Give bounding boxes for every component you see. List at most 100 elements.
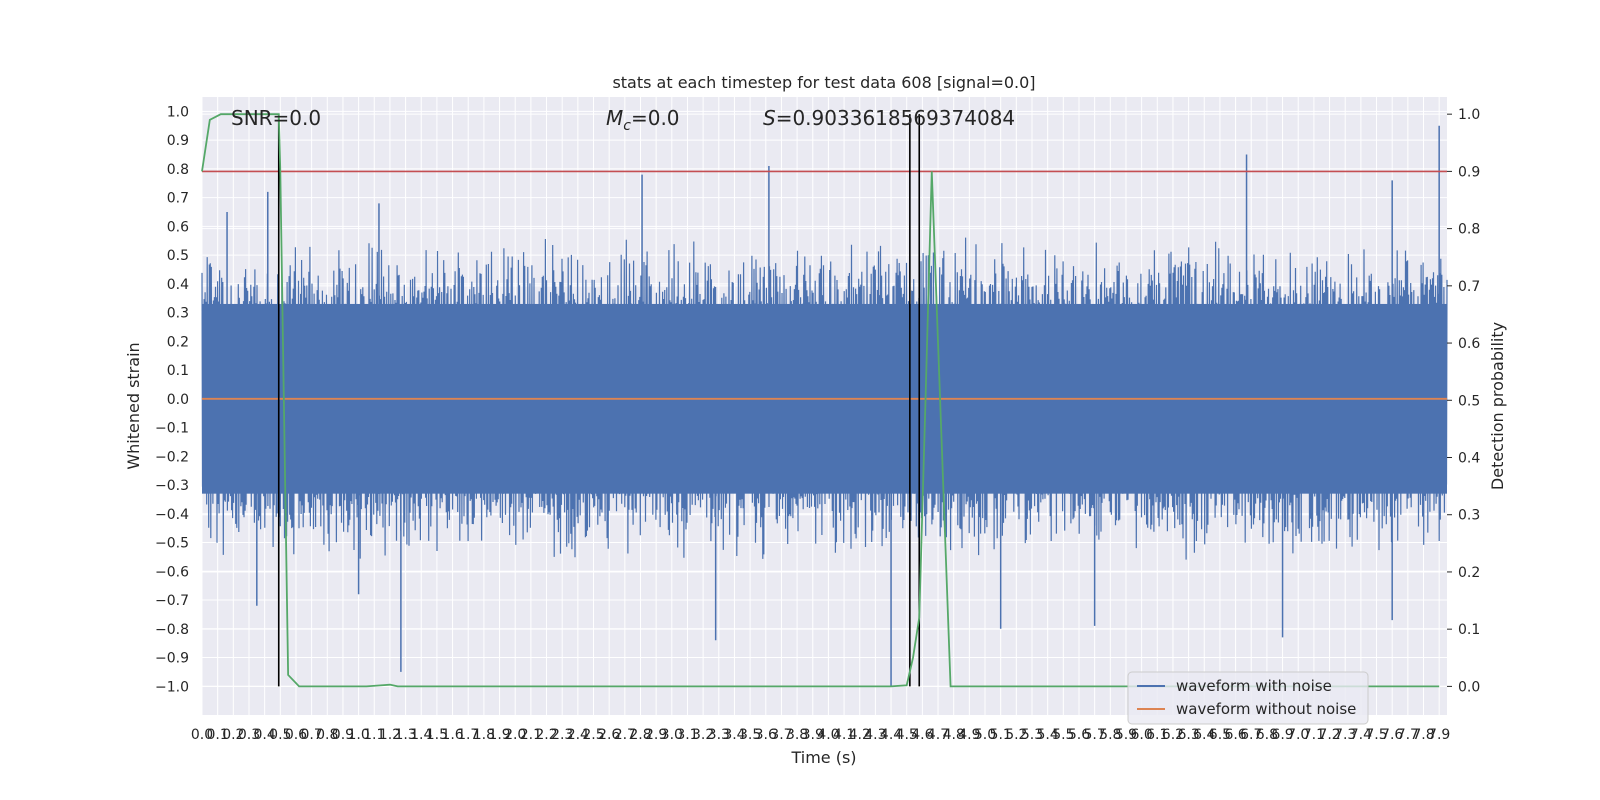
- x-tick-label: 6.7: [1240, 727, 1262, 743]
- x-tick-label: 6.8: [1256, 727, 1278, 743]
- legend-label-noise: waveform with noise: [1176, 677, 1332, 695]
- x-tick-label: 1.5: [426, 727, 448, 743]
- x-tick-label: 3.0: [661, 727, 683, 743]
- x-tick-label: 0.3: [238, 727, 260, 743]
- x-tick-label: 1.2: [379, 727, 401, 743]
- x-tick-label: 4.4: [880, 727, 902, 743]
- chart-title: stats at each timestep for test data 608…: [612, 73, 1035, 92]
- x-tick-label: 2.0: [504, 727, 526, 743]
- x-tick-label: 4.9: [958, 727, 980, 743]
- x-tick-label: 7.1: [1303, 727, 1325, 743]
- x-tick-label: 0.7: [300, 727, 322, 743]
- legend: waveform with noise waveform without noi…: [1127, 671, 1369, 725]
- y-right-tick-label: 0.2: [1458, 565, 1480, 581]
- x-tick-label: 2.3: [551, 727, 573, 743]
- y-tick-label: 0.3: [167, 306, 189, 322]
- x-tick-label: 5.7: [1084, 727, 1106, 743]
- x-tick-label: 7.3: [1334, 727, 1356, 743]
- x-tick-label: 0.1: [207, 727, 229, 743]
- y-tick-label: 0.2: [167, 334, 189, 350]
- y-right-tick-label: 0.8: [1458, 222, 1480, 238]
- y-tick-label: 0.7: [167, 191, 189, 207]
- mc-value: =0.0: [631, 106, 680, 130]
- x-tick-label: 0.5: [269, 727, 291, 743]
- x-tick-label: 6.9: [1271, 727, 1293, 743]
- x-tick-label: 3.4: [723, 727, 745, 743]
- x-tick-label: 3.8: [786, 727, 808, 743]
- x-tick-label: 4.3: [864, 727, 886, 743]
- x-tick-label: 4.2: [849, 727, 871, 743]
- y-tick-label: 0.1: [167, 363, 189, 379]
- x-tick-label: 2.2: [535, 727, 557, 743]
- x-tick-label: 2.6: [598, 727, 620, 743]
- x-tick-label: 3.7: [770, 727, 792, 743]
- x-tick-label: 7.4: [1350, 727, 1372, 743]
- y-tick-label: 0.0: [167, 392, 189, 408]
- x-tick-label: 1.9: [488, 727, 510, 743]
- x-tick-label: 7.5: [1365, 727, 1387, 743]
- y-axis-right: 0.0 0.1 0.2 0.3 0.4 0.5 0.6 0.7 0.8 0.9 1.0: [1447, 107, 1480, 695]
- x-tick-label: 7.9: [1428, 727, 1450, 743]
- y-tick-label: −0.4: [155, 507, 189, 523]
- y-tick-label: −1.0: [155, 679, 189, 695]
- y-tick-label: 0.4: [167, 277, 189, 293]
- y-right-tick-label: 0.4: [1458, 451, 1480, 467]
- x-tick-label: 4.0: [817, 727, 839, 743]
- x-tick-label: 6.0: [1130, 727, 1152, 743]
- x-tick-label: 2.4: [567, 727, 589, 743]
- y-tick-label: −0.5: [155, 536, 189, 552]
- x-tick-label: 1.4: [410, 727, 432, 743]
- mc-subscript: c: [623, 118, 631, 134]
- y-tick-label: 0.8: [167, 162, 189, 178]
- x-tick-label: 4.7: [927, 727, 949, 743]
- x-tick-label: 3.6: [755, 727, 777, 743]
- x-tick-label: 2.1: [520, 727, 542, 743]
- y-tick-label: −0.6: [155, 564, 189, 580]
- x-tick-label: 5.6: [1068, 727, 1090, 743]
- x-tick-label: 5.4: [1037, 727, 1059, 743]
- x-tick-label: 5.3: [1021, 727, 1043, 743]
- mc-symbol: M: [606, 106, 623, 130]
- x-tick-label: 1.6: [441, 727, 463, 743]
- snr-annotation: SNR=0.0: [231, 106, 321, 130]
- y-tick-label: 0.5: [167, 248, 189, 264]
- y-tick-label: −0.1: [155, 421, 189, 437]
- x-tick-label: 0.2: [222, 727, 244, 743]
- x-tick-label: 6.4: [1193, 727, 1215, 743]
- y-tick-label: −0.8: [155, 622, 189, 638]
- x-tick-label: 2.7: [614, 727, 636, 743]
- y-right-tick-label: 0.1: [1458, 622, 1480, 638]
- x-tick-label: 5.0: [974, 727, 996, 743]
- x-tick-label: 0.9: [332, 727, 354, 743]
- x-tick-label: 2.5: [582, 727, 604, 743]
- detection-probability-line: [201, 113, 1440, 688]
- x-tick-label: 3.3: [708, 727, 730, 743]
- x-tick-label: 6.1: [1146, 727, 1168, 743]
- y-axis-label-right: Detection probability: [1488, 322, 1507, 490]
- x-tick-label: 1.7: [457, 727, 479, 743]
- y-tick-label: −0.3: [155, 478, 189, 494]
- x-tick-label: 4.5: [896, 727, 918, 743]
- y-tick-label: −0.2: [155, 449, 189, 465]
- y-right-tick-label: 0.7: [1458, 279, 1480, 295]
- x-tick-label: 5.1: [990, 727, 1012, 743]
- x-tick-label: 5.8: [1099, 727, 1121, 743]
- x-tick-label: 3.9: [802, 727, 824, 743]
- y-tick-label: 0.9: [167, 133, 189, 149]
- x-tick-label: 7.7: [1397, 727, 1419, 743]
- y-right-tick-label: 0.5: [1458, 393, 1480, 409]
- x-tick-label: 3.5: [739, 727, 761, 743]
- x-tick-label: 1.8: [473, 727, 495, 743]
- x-tick-label: 7.8: [1412, 727, 1434, 743]
- chirp-mass-annotation: Mc=0.0: [606, 106, 680, 134]
- x-tick-label: 0.6: [285, 727, 307, 743]
- series-detection-probability: [201, 113, 1440, 688]
- x-tick-label: 6.6: [1224, 727, 1246, 743]
- y-tick-label: −0.7: [155, 593, 189, 609]
- x-tick-label: 7.0: [1287, 727, 1309, 743]
- x-tick-label: 1.0: [347, 727, 369, 743]
- x-tick-label: 2.9: [645, 727, 667, 743]
- x-tick-label: 7.6: [1381, 727, 1403, 743]
- x-tick-label: 3.2: [692, 727, 714, 743]
